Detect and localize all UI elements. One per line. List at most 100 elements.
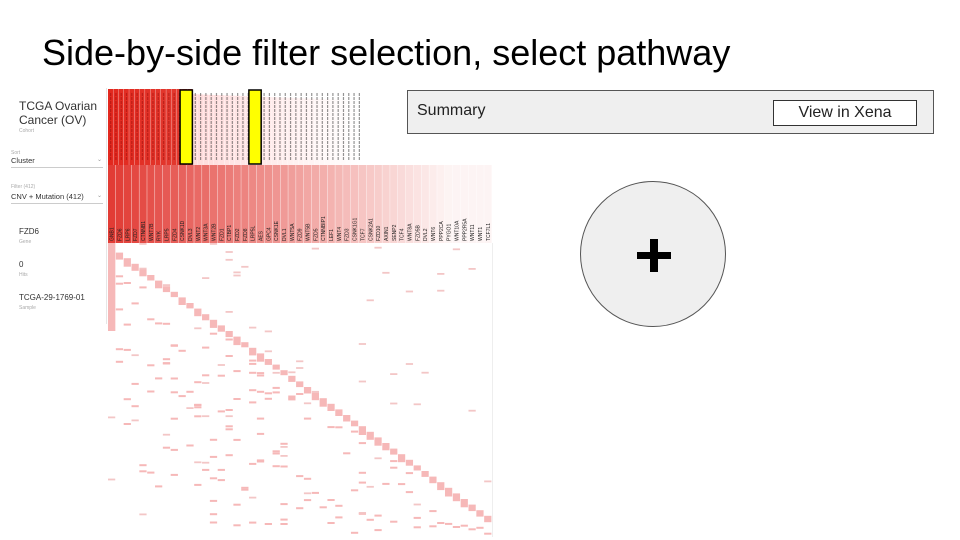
matrix-cell: [311, 392, 319, 401]
matrix-cell: [170, 473, 178, 476]
pathway-column: [335, 99, 341, 165]
matrix-cell: [123, 323, 131, 326]
matrix-cell: [311, 491, 319, 494]
matrix-cell: [131, 263, 139, 271]
gene-label: LRP6: [125, 228, 131, 241]
gene-column-header: [256, 165, 265, 243]
cohort-name[interactable]: TCGA Ovarian Cancer (OV): [19, 99, 98, 127]
matrix-cell: [280, 503, 288, 506]
matrix-cell: [131, 302, 139, 305]
matrix-cell: [194, 406, 202, 409]
matrix-cell: [256, 390, 265, 393]
gene-label: GNB1: [110, 227, 116, 241]
matrix-cell: [256, 353, 265, 362]
matrix-cell: [162, 433, 171, 436]
matrix-cell: [139, 243, 147, 245]
gene-label: SENP2: [392, 224, 398, 241]
matrix-cell: [280, 523, 288, 525]
matrix-cell: [358, 426, 367, 435]
matrix-cell: [241, 486, 249, 489]
matrix-cell: [288, 371, 296, 374]
gene-column-header: [429, 165, 437, 243]
matrix-cell: [405, 491, 414, 494]
matrix-cell: [468, 504, 476, 512]
matrix-cell: [131, 382, 139, 385]
matrix-cell: [123, 282, 131, 284]
pathway-column: [134, 89, 140, 165]
matrix-cell: [256, 459, 265, 462]
matrix-cell: [374, 514, 382, 517]
gene-column-header: [280, 165, 288, 243]
sample-value: TCGA-29-1769-01: [19, 293, 85, 302]
matrix-cell: [178, 297, 186, 305]
matrix-cell: [437, 289, 445, 292]
matrix-cell: [311, 247, 319, 250]
matrix-cell: [460, 499, 468, 508]
matrix-cell: [178, 395, 186, 398]
matrix-cell: [452, 526, 461, 528]
matrix-cell: [358, 512, 367, 514]
pathway-column: [340, 99, 346, 165]
gene-column-header: [390, 165, 398, 243]
gene-column-header: [444, 165, 453, 243]
matrix-cell: [296, 475, 304, 478]
gene-column-header: [358, 165, 367, 243]
filter-value: CNV + Mutation (412): [11, 192, 84, 201]
gene-column-header: [115, 165, 124, 243]
matrix-cell: [217, 374, 225, 377]
matrix-cell: [452, 493, 461, 502]
gene-label: FZD8: [243, 228, 249, 241]
gene-label: FZD6: [117, 228, 123, 241]
matrix-cell: [241, 342, 249, 348]
highlighted-pathway: [179, 89, 194, 165]
matrix-cell: [249, 401, 257, 404]
gene-column-header: [131, 165, 139, 243]
pathway-column: [351, 100, 357, 165]
matrix-cell: [319, 398, 327, 407]
matrix-cell: [350, 430, 359, 433]
gene-column-header: [178, 165, 186, 243]
matrix-cell: [217, 364, 225, 366]
gene-label: TCF4: [400, 228, 406, 241]
matrix-cell: [209, 438, 218, 441]
gene-column-header: [155, 165, 163, 243]
matrix-cell: [429, 525, 437, 528]
pathway-strip[interactable]: [108, 89, 362, 165]
matrix-cell: [147, 275, 155, 281]
matrix-cell: [288, 397, 296, 400]
matrix-cell: [280, 518, 288, 521]
matrix-cell: [390, 402, 398, 405]
matrix-cell: [162, 286, 171, 293]
matrix-cell: [115, 275, 124, 278]
matrix-cell: [233, 438, 241, 441]
gene-set-header[interactable]: GNB1 FZD6 LRP6 FZD7 CTNNB1 WNT7B RYK LRP5 FZD4 CS…: [108, 165, 492, 243]
sort-label: Sort: [11, 150, 21, 156]
matrix-cell: [249, 521, 257, 524]
mutation-matrix[interactable]: [108, 243, 493, 537]
filter-select[interactable]: CNV + Mutation (412) ⌄: [11, 191, 103, 204]
matrix-cell: [131, 405, 139, 408]
matrix-cell: [366, 518, 374, 521]
gene-column-header: [350, 165, 359, 243]
add-button[interactable]: [580, 181, 726, 327]
matrix-cell: [194, 327, 202, 330]
matrix-cell: [209, 455, 218, 458]
gene-column-header: [194, 165, 202, 243]
matrix-cell: [249, 359, 257, 362]
pathway-column: [330, 99, 336, 165]
sort-select[interactable]: Cluster ⌄: [11, 155, 103, 168]
matrix-cell: [194, 415, 202, 418]
gene-value: FZD6: [19, 227, 39, 236]
matrix-cell: [405, 290, 414, 293]
matrix-cell: [194, 461, 202, 464]
gene-label: WNT8A: [407, 223, 413, 241]
matrix-cell: [202, 277, 210, 279]
matrix-cell: [444, 487, 453, 497]
matrix-cell: [421, 471, 429, 477]
matrix-cell: [241, 265, 249, 268]
pathway-column: [176, 89, 182, 165]
gene-label: AXIN1: [384, 226, 390, 241]
view-in-xena-button[interactable]: View in Xena: [773, 100, 917, 126]
gene-label: CTNNB1: [141, 221, 147, 241]
pathway-column: [129, 89, 135, 165]
